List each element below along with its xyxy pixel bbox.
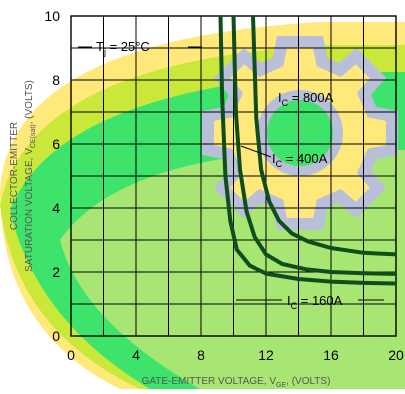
series-line-1: [231, 15, 397, 276]
x-axis-label-sub: GE: [276, 382, 286, 389]
y-axis-label-line2-sub: CE(sat): [30, 124, 37, 148]
label-800-sub: C: [282, 98, 289, 108]
x-tick-label: 0: [67, 347, 75, 363]
svg-text:IC = 160A: IC = 160A: [287, 293, 343, 311]
x-axis-label-tail: , (VOLTS): [286, 376, 330, 387]
x-tick-label: 12: [258, 347, 274, 363]
y-tick-label: 2: [52, 264, 60, 280]
x-tick-labels: 0 4 8 12 16 20: [67, 347, 404, 363]
label-160-tail: = 160A: [297, 293, 343, 308]
series-line-2: [251, 15, 397, 257]
series-label-800: IC = 800A: [278, 90, 334, 108]
label-160-sub: C: [291, 301, 298, 311]
label-400-tail: = 400A: [282, 151, 328, 166]
x-tick-label: 16: [323, 347, 339, 363]
temperature-annotation: Tj = 25°C: [78, 39, 202, 57]
y-tick-label: 8: [52, 72, 60, 88]
annotation-main: T: [96, 39, 104, 54]
x-axis-label: GATE-EMITTER VOLTAGE, VGE, (VOLTS): [142, 376, 331, 389]
label-800-main: I: [278, 90, 282, 105]
y-tick-label: 4: [52, 200, 60, 216]
annotation-tail: = 25°C: [106, 39, 150, 54]
y-tick-label: 6: [52, 136, 60, 152]
series-group: [218, 15, 397, 286]
label-400-sub: C: [276, 159, 283, 169]
y-axis-label: COLLECTOR-EMITTER SATURATION VOLTAGE, VC…: [9, 80, 37, 272]
y-tick-label: 10: [44, 8, 60, 24]
y-axis-label-line2: SATURATION VOLTAGE, VCE(sat), (VOLTS): [24, 80, 37, 272]
annotation-sub: j: [103, 47, 106, 57]
label-800-tail: = 800A: [288, 90, 334, 105]
y-axis-label-line1: COLLECTOR-EMITTER: [9, 122, 20, 230]
label-400-main: I: [272, 151, 276, 166]
svg-text:IC = 800A: IC = 800A: [278, 90, 334, 108]
x-tick-label: 20: [388, 347, 404, 363]
y-tick-label: 0: [52, 328, 60, 344]
watermark-logo: [0, 22, 405, 389]
y-axis-label-line2-main: SATURATION VOLTAGE, V: [24, 148, 35, 272]
series-label-400: IC = 400A: [240, 145, 328, 169]
x-tick-label: 4: [132, 347, 140, 363]
y-axis-label-line2-tail: , (VOLTS): [24, 80, 35, 124]
y-tick-labels: 0 2 4 6 8 10: [44, 8, 60, 344]
svg-text:Tj = 25°C: Tj = 25°C: [96, 39, 150, 57]
x-tick-label: 8: [197, 347, 205, 363]
svg-text:IC = 400A: IC = 400A: [272, 151, 328, 169]
label-160-main: I: [287, 293, 291, 308]
x-axis-label-main: GATE-EMITTER VOLTAGE, V: [142, 376, 277, 387]
series-label-160: IC = 160A: [236, 293, 384, 311]
series-line-0: [218, 15, 397, 286]
